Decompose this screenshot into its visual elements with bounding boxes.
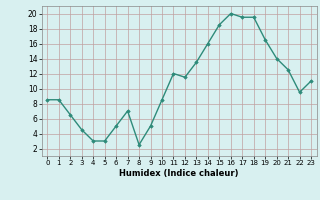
X-axis label: Humidex (Indice chaleur): Humidex (Indice chaleur) — [119, 169, 239, 178]
